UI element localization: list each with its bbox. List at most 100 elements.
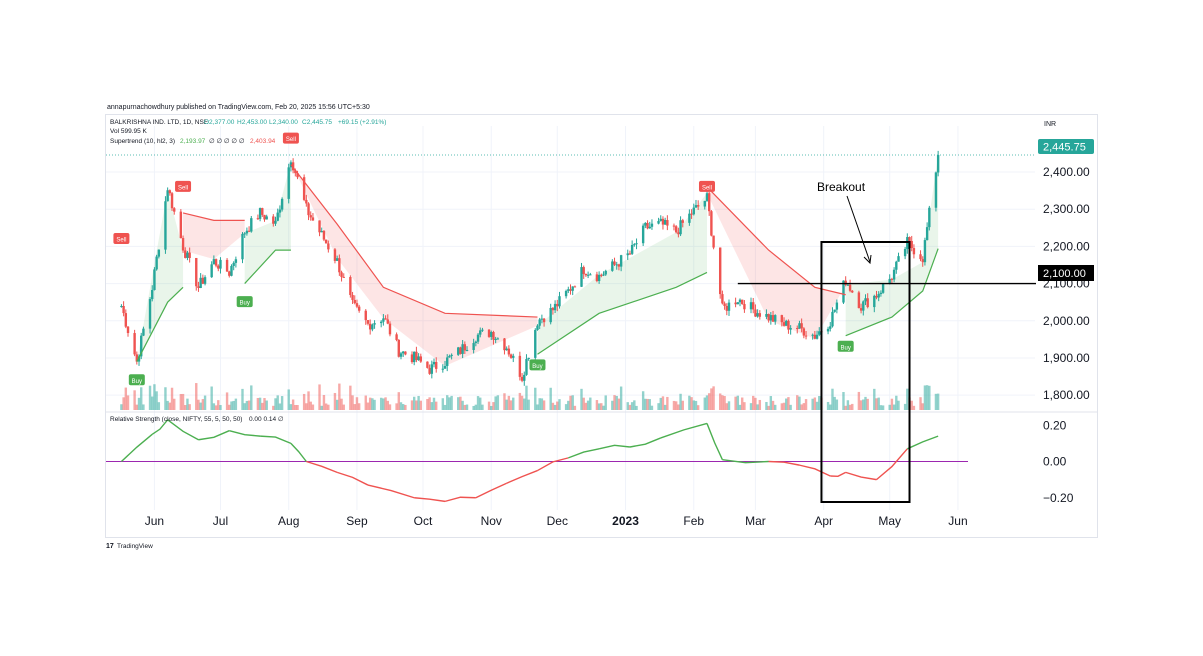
volume-bar — [611, 400, 614, 410]
candle — [553, 303, 557, 311]
candle — [214, 259, 218, 266]
volume-bar — [767, 405, 770, 410]
candle — [752, 302, 755, 310]
candle — [201, 277, 205, 284]
candle — [690, 213, 693, 215]
currency-label: INR — [1044, 121, 1056, 128]
volume-bar — [487, 401, 491, 410]
volume-bar — [584, 402, 588, 410]
volume-bar — [476, 396, 480, 410]
volume-bar — [214, 405, 218, 410]
volume-bar — [749, 403, 753, 410]
candle — [410, 354, 414, 363]
candle — [558, 296, 561, 307]
candle — [412, 351, 416, 363]
volume-bar — [571, 395, 574, 410]
volume-bar — [133, 390, 136, 410]
candle — [170, 193, 174, 209]
volume-bar — [186, 398, 189, 410]
volume-bar — [142, 404, 145, 410]
volume-bar — [503, 393, 506, 410]
supertrend-legend: Supertrend (10, hl2, 3) — [110, 138, 175, 145]
volume-bar — [494, 396, 497, 410]
candle — [318, 220, 321, 233]
candle — [769, 315, 773, 321]
candle — [749, 302, 753, 310]
volume-bar — [126, 395, 130, 410]
sell-signal-text: Sell — [702, 185, 712, 191]
candle — [857, 292, 861, 309]
volume-bar — [137, 397, 141, 410]
volume-bar — [694, 400, 698, 410]
candle — [600, 274, 603, 276]
volume-bar — [212, 403, 216, 410]
volume-bar — [388, 404, 392, 410]
candle — [140, 335, 143, 357]
candle — [272, 216, 275, 224]
candle — [666, 220, 669, 226]
supertrend-up-line — [244, 249, 291, 284]
candle — [366, 320, 370, 324]
volume-bar — [734, 396, 737, 410]
candle — [648, 226, 651, 229]
candle — [679, 220, 682, 235]
volume-bar — [785, 398, 788, 410]
breakout-highlight-box[interactable] — [820, 241, 911, 503]
time-axis-tick-label: Sep — [346, 514, 368, 528]
volume-bar — [635, 405, 638, 410]
breakout-level-badge — [1038, 265, 1094, 281]
volume-bar — [525, 385, 528, 410]
candle — [490, 331, 493, 337]
buy-signal-text: Buy — [532, 364, 542, 370]
volume-bar — [446, 395, 449, 410]
candle — [589, 274, 592, 276]
volume-bar — [217, 400, 220, 410]
candle — [897, 256, 900, 262]
candle — [250, 218, 253, 232]
candle — [401, 351, 405, 354]
candle — [721, 294, 724, 304]
volume-bar — [443, 404, 447, 410]
volume-bar — [382, 398, 385, 410]
candle — [435, 361, 438, 369]
volume-bar — [430, 402, 434, 410]
volume-bar — [925, 385, 929, 410]
volume-bar — [936, 393, 940, 410]
volume-bar — [153, 384, 156, 410]
relative-strength-layer — [106, 419, 968, 503]
candle — [611, 261, 614, 271]
volume-bar — [787, 397, 790, 410]
volume-bar — [589, 397, 592, 410]
candle — [862, 301, 865, 311]
volume-bar — [463, 404, 467, 410]
candle — [534, 329, 537, 358]
candle — [338, 258, 341, 273]
candle — [302, 177, 306, 200]
volume-bar — [428, 397, 431, 410]
candle — [859, 308, 863, 311]
volume-bar — [157, 402, 161, 410]
candle — [247, 230, 251, 232]
ohlc-close: C2,445.75 — [302, 119, 332, 126]
volume-bar — [417, 395, 420, 410]
candle — [875, 295, 878, 298]
volume-bar — [230, 401, 233, 410]
candle — [126, 326, 130, 334]
candle — [657, 220, 660, 224]
volume-bar — [274, 398, 277, 410]
candle — [842, 280, 845, 303]
volume-bar — [842, 392, 845, 410]
volume-bar — [203, 395, 207, 410]
candle — [384, 318, 387, 320]
candle — [512, 355, 515, 358]
sell-signal-label — [113, 232, 130, 244]
volume-bar — [338, 383, 341, 410]
candle — [677, 232, 680, 235]
candle — [278, 209, 282, 213]
candle — [727, 302, 731, 311]
candle — [457, 347, 460, 355]
candle — [756, 313, 759, 317]
volume-bar — [395, 403, 398, 410]
candle — [243, 233, 246, 235]
